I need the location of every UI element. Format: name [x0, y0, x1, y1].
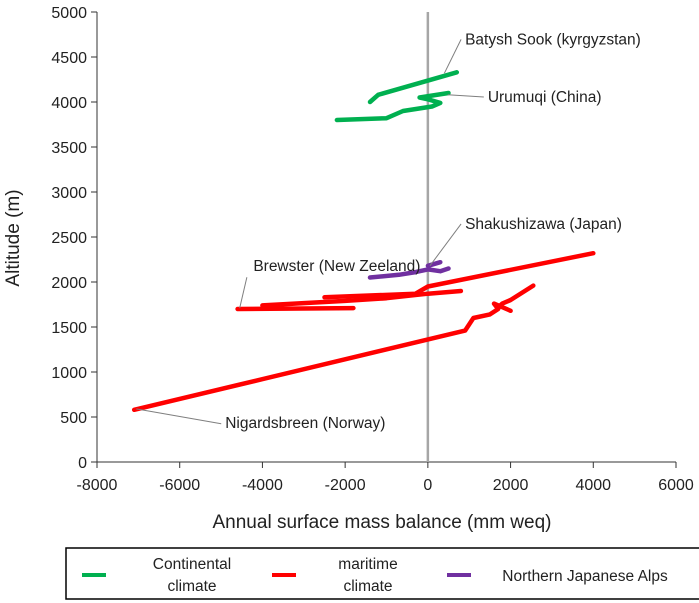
- y-tick-label: 500: [60, 410, 87, 427]
- axes: 0 500 1000 1500 2000 2500 3000 3500 4000 4500 5000…: [51, 5, 693, 494]
- legend-box: [65, 547, 699, 600]
- legend-label-continental: Continental climate: [153, 556, 231, 595]
- x-axis-title: Annual surface mass balance (mm weq): [213, 512, 552, 533]
- annotation-leader-line: [443, 39, 462, 74]
- annotation-leader-line: [447, 94, 484, 98]
- y-tick-label: 3000: [51, 185, 87, 202]
- annotation-label: Shakushizawa (Japan): [465, 216, 622, 233]
- x-tick-label: -4000: [242, 477, 283, 494]
- series-line-maritime-4: [322, 250, 596, 300]
- annotation-label: Batysh Sook (kyrgyzstan): [465, 31, 641, 48]
- x-tick-label: 2000: [493, 477, 529, 494]
- annotation-leader-line: [239, 277, 248, 309]
- x-tick-label: -8000: [77, 477, 118, 494]
- x-tick-label: 6000: [658, 477, 694, 494]
- series-line-maritime-6: [495, 283, 536, 310]
- series-line-continental-0: [367, 70, 460, 105]
- annotation-leader-line: [136, 408, 222, 425]
- x-tick-label: -6000: [159, 477, 200, 494]
- annotation-label: Urumuqi (China): [488, 89, 602, 106]
- x-tick-label: 4000: [575, 477, 611, 494]
- y-tick-label: 1500: [51, 320, 87, 337]
- series-line-maritime-3: [260, 288, 464, 308]
- series-line-japan-7: [367, 266, 451, 280]
- y-tick-label: 2500: [51, 230, 87, 247]
- legend-label-japan: Northern Japanese Alps: [502, 568, 668, 585]
- annotation-leader-line: [429, 223, 462, 267]
- x-tick-label: 0: [423, 477, 432, 494]
- x-tick-label: -2000: [325, 477, 366, 494]
- series-line-maritime-5: [131, 301, 513, 413]
- series-line-continental-1: [334, 90, 451, 123]
- annotation-label: Brewster (New Zeeland): [253, 258, 420, 275]
- y-tick-label: 1000: [51, 365, 87, 382]
- legend: Continental climate maritime climate Norther…: [65, 547, 699, 600]
- y-axis-title: Altitude (m): [3, 189, 24, 286]
- y-tick-label: 3500: [51, 140, 87, 157]
- legend-label-maritime: maritime climate: [338, 556, 397, 595]
- annotation-layer: Batysh Sook (kyrgyzstan) Urumuqi (China) S…: [136, 31, 641, 432]
- y-tick-label: 0: [78, 455, 87, 472]
- y-tick-label: 5000: [51, 5, 87, 22]
- series-layer: [131, 70, 596, 413]
- series-line-maritime-2: [235, 305, 356, 312]
- y-tick-label: 4500: [51, 50, 87, 67]
- y-tick-label: 2000: [51, 275, 87, 292]
- annotation-label: Nigardsbreen (Norway): [225, 415, 385, 432]
- y-tick-label: 4000: [51, 95, 87, 112]
